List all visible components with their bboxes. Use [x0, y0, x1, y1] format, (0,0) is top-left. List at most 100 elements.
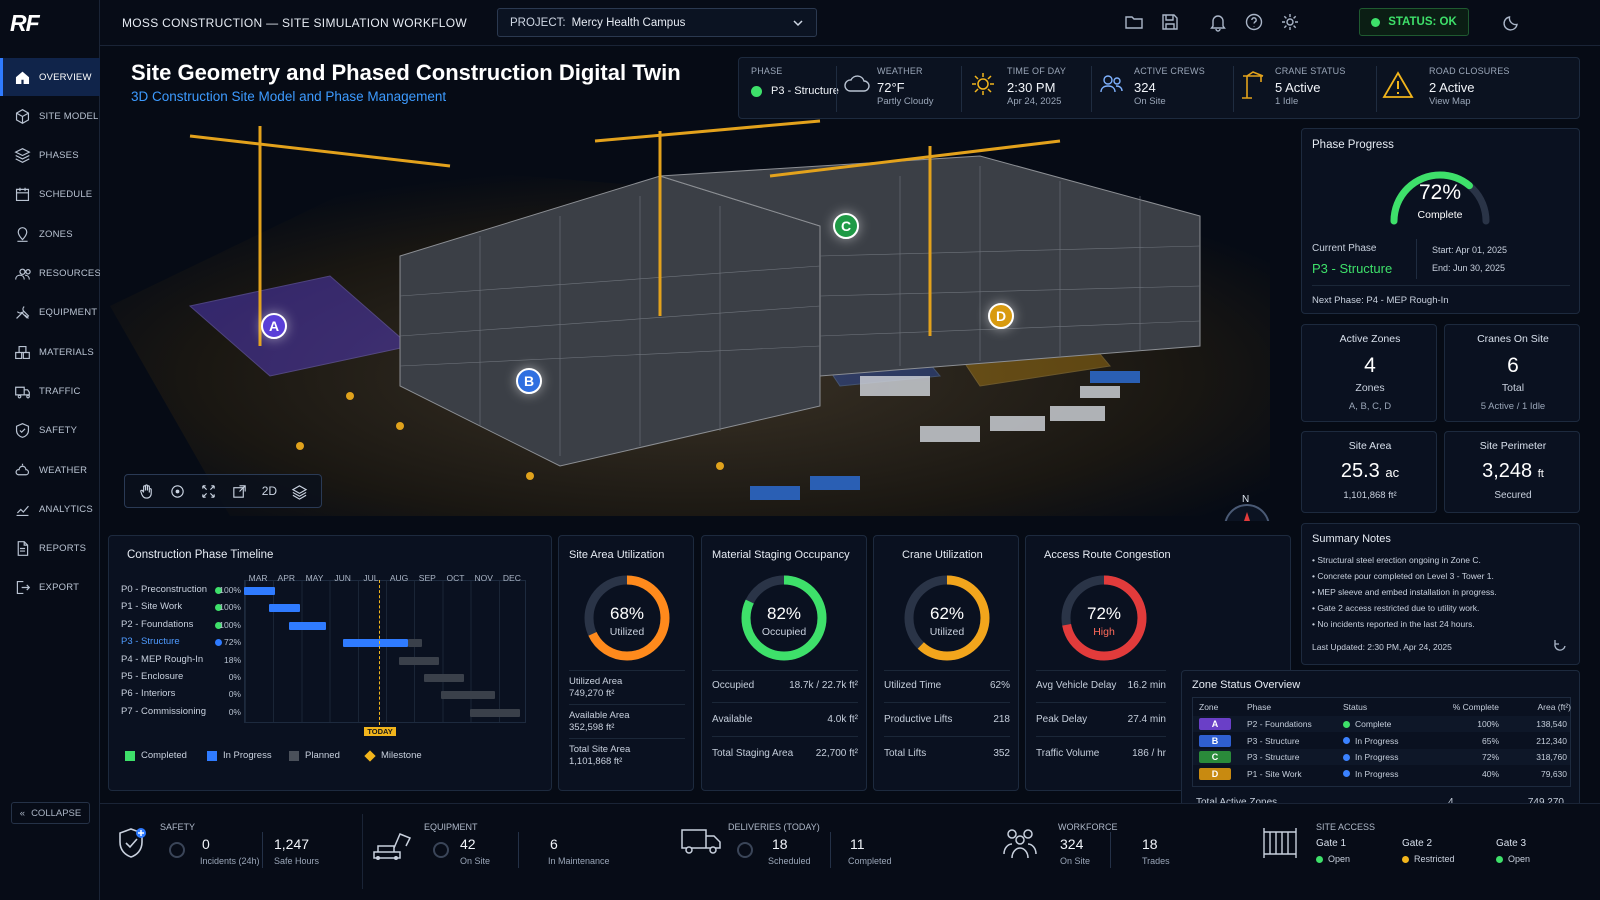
sidebar-item-site-model[interactable]: SITE MODEL	[0, 97, 100, 135]
gear-icon[interactable]	[1280, 12, 1300, 32]
collapse-button[interactable]: « COLLAPSE	[11, 802, 90, 824]
phase-progress-complete-label: Complete	[1417, 209, 1463, 221]
zone-marker-a[interactable]: A	[261, 313, 287, 339]
zone-table-row[interactable]	[1193, 749, 1570, 765]
app-title: MOSS CONSTRUCTION — SITE SIMULATION WORK…	[122, 16, 467, 30]
chart-icon	[16, 505, 29, 516]
expand-icon[interactable]	[231, 483, 248, 500]
crew-people-icon	[1100, 75, 1123, 93]
divider	[830, 832, 831, 868]
sidebar-item-materials[interactable]: MATERIALS	[0, 333, 100, 371]
view-map-link[interactable]: View Map	[1429, 96, 1471, 107]
zone-table-header: Area (ft²)	[1537, 702, 1571, 712]
compass[interactable]: N	[1224, 494, 1270, 521]
pan-hand-icon[interactable]	[138, 483, 155, 500]
sidebar-item-traffic[interactable]: TRAFFIC	[0, 372, 100, 410]
sidebar-item-phases[interactable]: PHASES	[0, 137, 100, 175]
site-area-row-1: Available Area 352,598 ft²	[569, 710, 630, 734]
timeline-bar	[424, 674, 464, 682]
sidebar-item-analytics[interactable]: ANALYTICS	[0, 490, 100, 528]
bottom-title: WORKFORCE	[1058, 822, 1118, 832]
timeline-chart: MAR APR MAY JUN JUL AUG SEP OCT NOV DEC P0 - Preco…	[109, 536, 553, 792]
divider	[1036, 670, 1166, 671]
zone-badge-label: C	[1199, 751, 1231, 763]
card-sub: Zones	[1355, 382, 1385, 394]
cloud-icon	[844, 75, 870, 92]
stat-value: 72°F	[877, 80, 905, 95]
zone-marker-c[interactable]: C	[833, 213, 859, 239]
timeline-month-label: MAR	[248, 573, 268, 583]
sidebar-item-label: WEATHER	[39, 464, 88, 476]
divider	[569, 670, 685, 671]
access-row-0: Avg Vehicle Delay 16.2 min	[1036, 680, 1166, 691]
equipment-on-site-label: On Site	[460, 856, 491, 866]
stat-title: PHASE	[751, 66, 783, 76]
zone-marker-b[interactable]: B	[516, 368, 542, 394]
timeline-phase-percent: 0%	[228, 672, 241, 682]
page-title: Site Geometry and Phased Construction Di…	[131, 60, 681, 85]
timeline-bar	[289, 621, 326, 630]
stat-title: ACTIVE CREWS	[1134, 66, 1205, 76]
sidebar-item-safety[interactable]: SAFETY	[0, 412, 100, 450]
divider	[836, 66, 837, 112]
timeline-bar	[399, 656, 439, 665]
folder-icon[interactable]	[1124, 12, 1144, 32]
workforce-on-site-label: On Site	[1060, 856, 1091, 866]
fit-view-icon[interactable]	[200, 483, 217, 500]
card-title: Site Perimeter	[1479, 440, 1547, 452]
zone-marker-d[interactable]: D	[988, 303, 1014, 329]
donut-fill	[1061, 575, 1147, 661]
sidebar-item-schedule[interactable]: SCHEDULE	[0, 176, 100, 214]
row-key: Traffic Volume	[1036, 748, 1100, 759]
active-zones-card: Active Zones 4 Zones A, B, C, D	[1301, 324, 1437, 422]
crane-row-1: Productive Lifts 218	[884, 714, 1010, 725]
sidebar: RF OVERVIEW SITE MODEL PHASES SCHEDULE ZONES…	[0, 0, 101, 900]
zone-status: In Progress	[1343, 752, 1398, 762]
gate-status-text: Restricted	[1414, 854, 1455, 864]
timeline-month-label: MAY	[305, 573, 324, 583]
card-value: 3,248 ft	[1445, 460, 1581, 483]
zone-area: 212,340	[1536, 735, 1567, 746]
sidebar-item-export[interactable]: EXPORT	[0, 569, 100, 607]
refresh-icon[interactable]	[1552, 638, 1568, 654]
panel-title: Site Area Utilization	[569, 549, 665, 561]
sidebar-item-label: OVERVIEW	[39, 71, 92, 83]
sidebar-item-overview[interactable]: OVERVIEW	[0, 58, 100, 96]
marker-label: C	[840, 218, 852, 234]
timeline-phase-label: P7 - Commissioning	[121, 705, 206, 717]
status-dot	[1343, 737, 1350, 744]
bottom-title: SAFETY	[160, 822, 196, 832]
row-value: 62%	[989, 680, 1010, 691]
sidebar-item-reports[interactable]: REPORTS	[0, 530, 100, 568]
legend-swatch	[364, 750, 376, 762]
zone-table-header: Zone	[1199, 702, 1219, 712]
summary-note: • MEP sleeve and embed installation in p…	[1312, 587, 1497, 597]
zone-table-header: Status	[1343, 702, 1368, 712]
help-icon[interactable]	[1244, 12, 1264, 32]
rotate-icon[interactable]	[169, 483, 186, 500]
bell-icon[interactable]	[1208, 12, 1228, 32]
view-2d-button[interactable]: 2D	[261, 484, 278, 498]
sidebar-item-zones[interactable]: ZONES	[0, 215, 100, 253]
layers-icon[interactable]	[291, 483, 308, 500]
zone-table-row[interactable]	[1193, 716, 1570, 732]
row-value: 1,101,868 ft²	[569, 756, 623, 767]
donut-label: Utilized	[609, 626, 645, 638]
sidebar-item-equipment[interactable]: EQUIPMENT	[0, 294, 100, 332]
site-3d-view[interactable]: Site Geometry and Phased Construction Di…	[100, 46, 1300, 521]
row-value: 4.0k ft²	[827, 714, 858, 725]
site-perimeter-card: Site Perimeter 3,248 ft Secured	[1444, 431, 1580, 513]
incidents-label: Incidents (24h)	[200, 856, 260, 866]
summary-note: • Concrete pour completed on Level 3 - T…	[1312, 571, 1494, 581]
status-dot	[1343, 720, 1350, 728]
sidebar-item-resources[interactable]: RESOURCES	[0, 255, 101, 293]
stat-phase: PHASE P3 - Structure	[751, 58, 839, 118]
timeline-month-label: SEP	[418, 573, 436, 583]
sidebar-item-weather[interactable]: WEATHER	[0, 451, 100, 489]
moon-icon[interactable]	[1502, 12, 1522, 32]
project-select[interactable]: PROJECT: Mercy Health Campus	[497, 8, 817, 37]
save-icon[interactable]	[1160, 12, 1180, 32]
panel-title: Access Route Congestion	[1044, 549, 1171, 561]
zone-badge-label: B	[1199, 734, 1231, 747]
stat-road-closures[interactable]: ROAD CLOSURES 2 Active View Map	[1429, 58, 1510, 118]
